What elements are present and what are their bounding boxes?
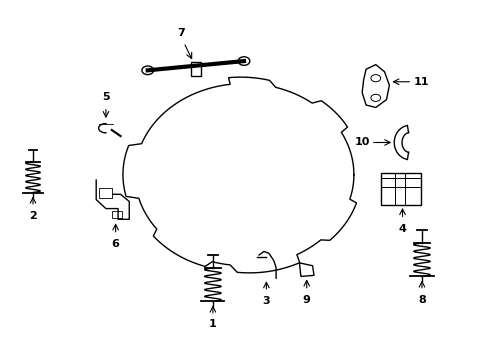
Text: 3: 3 (262, 296, 270, 306)
Text: 6: 6 (111, 239, 120, 249)
Text: 9: 9 (302, 295, 310, 305)
Text: 10: 10 (354, 138, 369, 148)
Text: 2: 2 (29, 211, 37, 221)
Text: 5: 5 (102, 93, 109, 103)
Bar (99, 188, 112, 198)
Text: 4: 4 (398, 224, 406, 234)
Bar (190, 62, 201, 76)
Text: 8: 8 (417, 296, 425, 305)
Bar (380, 173, 420, 205)
Bar (112, 211, 122, 217)
Text: 11: 11 (413, 77, 428, 87)
Text: 1: 1 (208, 319, 216, 329)
Text: 7: 7 (177, 28, 185, 38)
